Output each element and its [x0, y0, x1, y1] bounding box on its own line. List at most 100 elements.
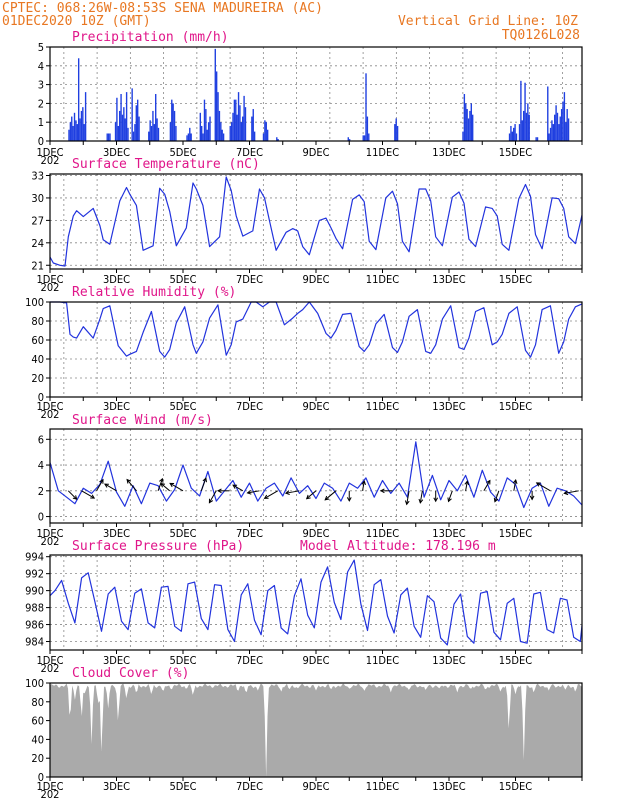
precip-bar — [518, 124, 521, 141]
precip-bar — [560, 109, 563, 141]
wind-arrow — [464, 480, 470, 491]
precip-bar — [558, 124, 560, 141]
wind-arrow-head — [529, 495, 535, 501]
precip-bar — [131, 88, 133, 141]
precip-bar — [528, 114, 530, 141]
panel-precipitation: Precipitation (mm/h) 0 1 2 3 4 5 1DEC 3DEC 5DEC 7… — [36, 30, 583, 167]
y-tick-label: 988 — [25, 602, 44, 615]
model-altitude-annotation: Model Altitude: 178.196 m — [300, 539, 496, 554]
x-tick-label: 15DEC — [499, 780, 532, 793]
precip-bar — [262, 133, 265, 141]
precip-bar — [186, 135, 188, 141]
y-tick-label: 30 — [31, 192, 44, 205]
x-tick-label: 9DEC — [302, 400, 329, 413]
x-tick-label: 1DEC — [36, 146, 63, 159]
precip-bar — [187, 133, 190, 141]
y-tick-label: 60 — [31, 334, 44, 347]
precip-bar — [221, 129, 223, 141]
x-tick-label: 15DEC — [499, 527, 532, 540]
y-tick-label: 21 — [31, 259, 44, 272]
x-tick-label: 13DEC — [432, 654, 465, 667]
precip-bar — [125, 92, 128, 141]
precip-bar — [253, 131, 256, 141]
wind-arrow-shaft — [96, 479, 104, 492]
wind-arrow — [246, 490, 260, 495]
precip-bar — [235, 99, 237, 141]
precip-bar — [69, 122, 72, 141]
precip-bar — [171, 99, 173, 141]
precip-bar — [71, 116, 73, 141]
precip-bar — [466, 109, 468, 141]
precip-bar — [150, 125, 153, 141]
wind-arrow-head — [493, 497, 499, 503]
precip-bar — [190, 133, 192, 141]
y-tick-label: 100 — [25, 296, 44, 309]
precip-bar — [469, 110, 471, 141]
wind-arrow — [361, 480, 366, 491]
y-tick-label: 4 — [38, 459, 44, 472]
panel-title-precipitation: Precipitation (mm/h) — [72, 30, 229, 45]
precip-bar — [116, 97, 118, 141]
wind-arrow — [324, 490, 337, 501]
precip-bar — [202, 133, 204, 141]
y-tick-label: 990 — [25, 585, 44, 598]
precip-bar — [127, 127, 129, 141]
x-year-label: 202 — [41, 788, 60, 800]
wind-arrow-shaft — [160, 483, 171, 492]
precip-bar — [556, 112, 559, 141]
x-tick-label: 9DEC — [302, 780, 329, 793]
x-tick-label: 9DEC — [302, 654, 329, 667]
wind-arrow-shaft — [126, 479, 137, 492]
x-year-label: 202 — [41, 535, 60, 548]
precip-bar — [368, 133, 370, 141]
x-tick-label: 1DEC — [36, 527, 63, 540]
y-tick-label: 100 — [25, 677, 44, 690]
precip-bar — [233, 99, 236, 141]
x-tick-label: 3DEC — [103, 654, 130, 667]
y-tick-label: 5 — [38, 41, 44, 54]
wind-arrow-head — [202, 477, 207, 483]
y-tick-label: 40 — [31, 733, 44, 746]
wind-arrow-head — [512, 478, 518, 484]
precip-bar — [347, 137, 349, 141]
y-tick-label: 984 — [25, 636, 44, 649]
precip-bar — [252, 109, 254, 141]
precip-bar — [549, 127, 552, 141]
wind-arrow-head — [447, 497, 452, 503]
wind-arrow — [157, 477, 164, 491]
precip-bar — [567, 118, 570, 141]
wind-arrow-shaft — [419, 490, 423, 503]
wind-arrow-head — [418, 498, 424, 504]
precip-bar — [276, 137, 278, 141]
temp-series-line — [49, 176, 583, 267]
precip-bar — [242, 116, 244, 141]
precip-bar — [264, 120, 266, 141]
precip-bar — [68, 129, 70, 141]
wind-arrow — [433, 490, 439, 503]
y-tick-label: 0 — [38, 135, 44, 148]
precip-bar — [72, 125, 74, 141]
wind-arrow-shaft — [306, 490, 317, 500]
precip-bar — [109, 133, 111, 141]
x-tick-label: 1DEC — [36, 654, 63, 667]
precip-bar — [394, 124, 396, 141]
wind-arrow-shaft — [483, 480, 491, 492]
panel-title-cloud: Cloud Cover (%) — [72, 666, 189, 681]
precip-bar — [363, 135, 366, 141]
wind-arrow — [535, 482, 551, 492]
precip-bar — [521, 120, 523, 141]
precip-bar — [547, 86, 549, 141]
precip-bar — [214, 48, 216, 141]
x-tick-label: 1DEC — [36, 780, 63, 793]
precip-bar — [395, 118, 397, 141]
y-tick-label: 33 — [31, 169, 44, 182]
panel-frame — [49, 173, 583, 270]
wind-arrow-head — [246, 490, 252, 495]
precip-bar — [137, 99, 139, 141]
wind-arrow-shaft — [536, 482, 551, 492]
precip-bar — [266, 129, 269, 141]
precip-bar — [520, 80, 522, 141]
precip-bar — [156, 118, 158, 141]
x-tick-label: 15DEC — [499, 654, 532, 667]
